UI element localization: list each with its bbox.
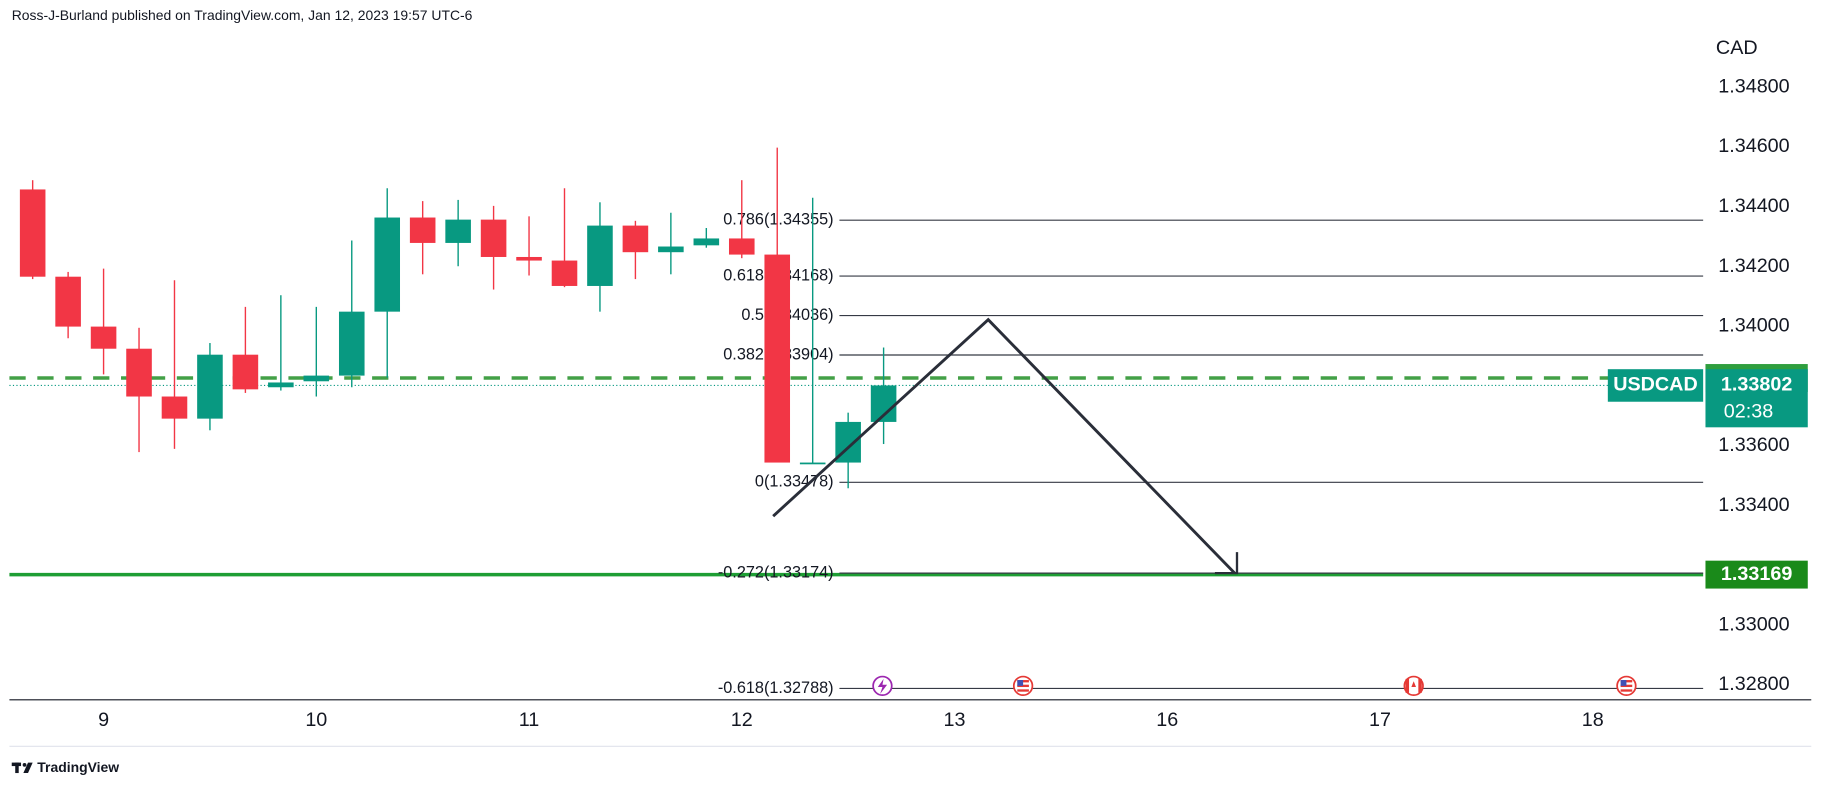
y-tick-label: 1.34800 (1718, 75, 1789, 97)
candle-body (409, 217, 436, 243)
x-tick-label: 18 (1582, 709, 1604, 731)
y-tick-label: 1.33400 (1718, 494, 1789, 516)
candle-body (587, 225, 613, 286)
candle-body (480, 219, 507, 257)
fib-level-label: -0.618(1.32788) (718, 679, 834, 697)
candle-body (516, 256, 542, 261)
brand-logo (11, 762, 33, 774)
x-tick-label: 12 (731, 709, 753, 731)
fib-level-label: 0(1.33478) (755, 473, 834, 491)
publisher-header: Ross-J-Burland published on TradingView.… (12, 7, 473, 23)
y-tick-label: 1.34200 (1718, 255, 1789, 277)
last-price-label: 1.33802 (1721, 374, 1792, 396)
symbol-label: USDCAD (1613, 374, 1698, 396)
candle-body (622, 225, 649, 253)
candle-body (126, 348, 152, 397)
y-tick-label: 1.34400 (1718, 195, 1789, 217)
y-tick-label: 1.34600 (1718, 135, 1789, 157)
candle-body (374, 217, 401, 312)
candle-body (232, 354, 259, 390)
y-tick-label: 1.32800 (1718, 673, 1789, 695)
candle-body (90, 326, 117, 349)
last-price-box (1705, 369, 1808, 428)
candle-body (445, 219, 471, 243)
y-tick-label: 1.34000 (1718, 315, 1789, 337)
fib-level-label: -0.272(1.33174) (718, 563, 834, 581)
candle-body (551, 260, 578, 286)
x-tick-label: 16 (1156, 709, 1178, 731)
candle-body (693, 238, 720, 246)
candle-body (338, 311, 365, 376)
fib-level-label: 0.786(1.34355) (723, 211, 833, 229)
symbol-label-box (1607, 369, 1704, 402)
y-tick-label: 1.33600 (1718, 434, 1789, 456)
plot-area: 0.786(1.34355)0.618(1.34168)0.5(1.34036)… (9, 147, 1704, 697)
x-tick-label: 17 (1369, 709, 1391, 731)
event-icon (1012, 675, 1034, 697)
x-tick-label: 13 (944, 709, 966, 731)
event-icon (872, 675, 893, 697)
x-tick-label: 10 (305, 709, 327, 731)
candle-body (19, 189, 46, 277)
projection-path (772, 317, 1236, 575)
countdown-label: 02:38 (1724, 400, 1773, 422)
y-tick-label: 1.33000 (1718, 613, 1789, 635)
candle-body (197, 354, 223, 419)
event-icon (1616, 675, 1637, 697)
price-label-box (1705, 560, 1808, 589)
candle-body (764, 254, 791, 463)
candle-body (268, 382, 294, 388)
x-tick-label: 11 (519, 709, 540, 731)
brand-name: TradingView (37, 759, 119, 775)
candle-body (55, 276, 81, 327)
candle-body (799, 462, 826, 465)
candle-body (161, 396, 188, 419)
candle-body (728, 238, 755, 255)
event-icon (1403, 675, 1424, 697)
x-tick-label: 9 (98, 709, 109, 731)
candle-body (303, 375, 330, 382)
candle-body (658, 246, 684, 253)
price-label: 1.33169 (1721, 563, 1792, 585)
currency-label: CAD (1716, 37, 1758, 59)
projection-arrowhead (1214, 552, 1239, 575)
